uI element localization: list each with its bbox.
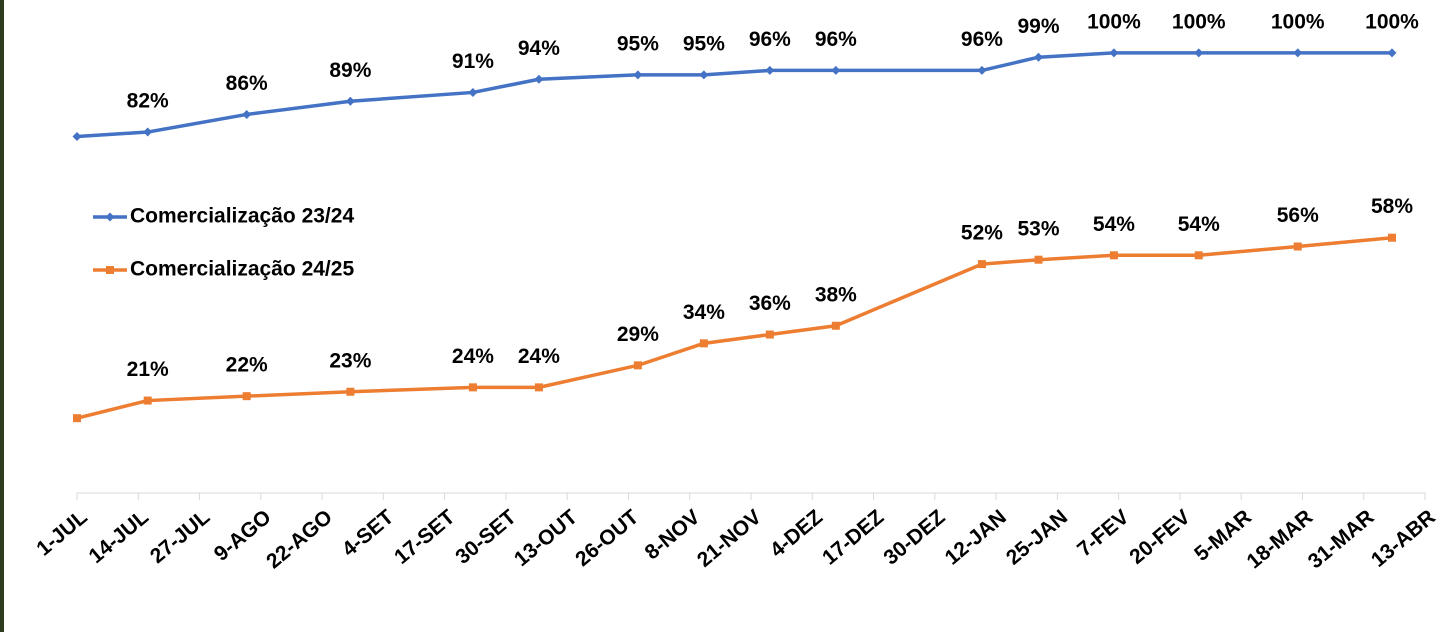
data-point — [242, 110, 251, 119]
data-label: 89% — [329, 59, 371, 82]
data-point — [978, 260, 986, 268]
data-point — [1388, 48, 1397, 57]
data-point — [1294, 243, 1302, 251]
x-tick-label: 17-SET — [390, 505, 459, 568]
data-label: 100% — [1365, 10, 1419, 33]
data-point — [346, 388, 354, 396]
data-point — [831, 66, 840, 75]
data-label: 91% — [452, 50, 494, 73]
x-tick-label: 31-MAR — [1304, 505, 1379, 573]
data-label: 100% — [1271, 10, 1325, 33]
data-point — [699, 70, 708, 79]
data-point — [1388, 234, 1396, 242]
series-line — [77, 53, 1392, 137]
x-tick-label: 12-JAN — [941, 505, 1011, 569]
data-point — [534, 75, 543, 84]
x-tick-label: 25-JAN — [1002, 505, 1072, 569]
data-label: 36% — [749, 292, 791, 315]
background-edge — [0, 0, 4, 632]
data-point — [143, 128, 152, 137]
legend-label: Comercialização 24/25 — [130, 258, 354, 281]
x-tick-label: 18-MAR — [1243, 505, 1318, 573]
data-point — [1109, 48, 1118, 57]
data-label: 58% — [1371, 195, 1413, 218]
x-tick-label: 17-DEZ — [818, 505, 888, 569]
data-label: 99% — [1017, 15, 1059, 38]
data-point — [1110, 251, 1118, 259]
x-tick-label: 7-FEV — [1073, 505, 1133, 561]
data-point — [73, 132, 82, 141]
x-tick-label: 26-OUT — [571, 505, 643, 571]
data-label: 94% — [518, 37, 560, 60]
x-tick-label: 14-JUL — [85, 505, 154, 568]
data-label: 96% — [961, 28, 1003, 51]
data-label: 24% — [452, 345, 494, 368]
data-label: 82% — [127, 90, 169, 113]
x-tick-label: 30-DEZ — [879, 505, 949, 569]
data-point — [1293, 48, 1302, 57]
data-point — [535, 383, 543, 391]
data-point — [243, 392, 251, 400]
data-label: 52% — [961, 222, 1003, 245]
legend-marker — [106, 213, 115, 222]
legend-marker — [106, 266, 114, 274]
data-point — [1194, 48, 1203, 57]
data-label: 56% — [1277, 204, 1319, 227]
data-point — [1035, 256, 1043, 264]
data-point — [468, 88, 477, 97]
data-label: 95% — [617, 32, 659, 55]
data-label: 53% — [1017, 217, 1059, 240]
data-point — [766, 331, 774, 339]
data-point — [469, 383, 477, 391]
x-tick-label: 4-DEZ — [766, 505, 827, 562]
data-label: 34% — [683, 301, 725, 324]
data-label: 22% — [226, 354, 268, 377]
data-label: 54% — [1093, 213, 1135, 236]
data-label: 23% — [329, 349, 371, 372]
data-point — [144, 397, 152, 405]
data-label: 54% — [1178, 213, 1220, 236]
x-tick-label: 4-SET — [338, 505, 399, 561]
data-label: 96% — [749, 28, 791, 51]
chart: 1-JUL14-JUL27-JUL9-AGO22-AGO4-SET17-SET3… — [0, 0, 1444, 632]
data-label: 24% — [518, 345, 560, 368]
x-tick-label: 20-FEV — [1125, 505, 1194, 568]
data-point — [977, 66, 986, 75]
data-label: 95% — [683, 32, 725, 55]
data-label: 100% — [1087, 10, 1141, 33]
data-point — [634, 361, 642, 369]
data-point — [1195, 251, 1203, 259]
data-point — [700, 339, 708, 347]
data-label: 29% — [617, 323, 659, 346]
data-label: 96% — [815, 28, 857, 51]
data-point — [765, 66, 774, 75]
x-tick-label: 22-AGO — [262, 505, 337, 573]
x-tick-label: 21-NOV — [693, 505, 766, 571]
x-tick-label: 27-JUL — [146, 505, 215, 568]
data-point — [633, 70, 642, 79]
x-tick-label: 13-OUT — [510, 505, 582, 571]
legend-label: Comercialização 23/24 — [130, 205, 354, 228]
data-label: 86% — [226, 72, 268, 95]
data-label: 21% — [127, 358, 169, 381]
data-point — [832, 322, 840, 330]
x-tick-label: 1-JUL — [32, 505, 92, 560]
x-tick-label: 13-ABR — [1367, 505, 1440, 571]
data-point — [1034, 53, 1043, 62]
x-tick-label: 30-SET — [451, 505, 520, 568]
data-point — [346, 97, 355, 106]
data-point — [73, 414, 81, 422]
data-label: 100% — [1172, 10, 1226, 33]
data-label: 38% — [815, 283, 857, 306]
